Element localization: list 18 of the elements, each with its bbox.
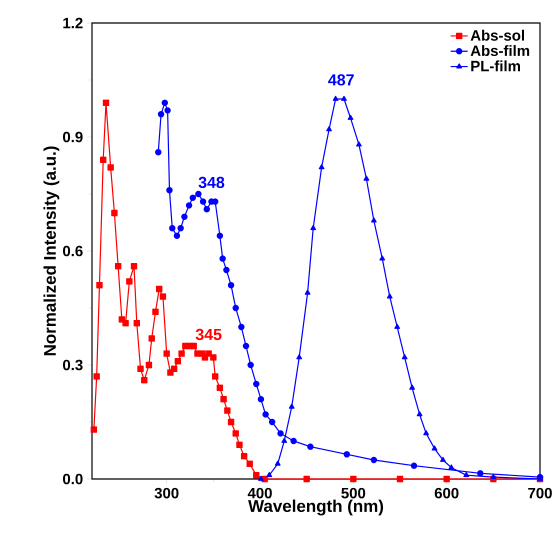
annotation: 348 (198, 176, 224, 188)
x-tick-label: 700 (528, 488, 552, 498)
annotation: 345 (196, 328, 222, 340)
x-tick-label: 500 (341, 488, 366, 498)
x-tick-label: 300 (154, 488, 179, 498)
x-axis-title: Wavelength (nm) (248, 500, 384, 516)
y-tick-label: 0.0 (63, 474, 83, 484)
x-tick-label: 400 (248, 488, 272, 498)
legend-label: PL-film (471, 60, 520, 72)
legend-label: Abs-film (470, 45, 530, 56)
y-tick-label: 1.2 (63, 18, 83, 28)
x-tick-label: 600 (434, 488, 459, 498)
y-tick-label: 0.3 (63, 360, 83, 370)
annotation: 487 (328, 74, 354, 86)
y-tick-label: 0.9 (63, 132, 83, 142)
y-axis-title: Normalized Intensity (a.u.) (43, 146, 60, 356)
legend-label: Abs-sol (470, 30, 524, 41)
y-tick-label: 0.6 (63, 246, 83, 256)
